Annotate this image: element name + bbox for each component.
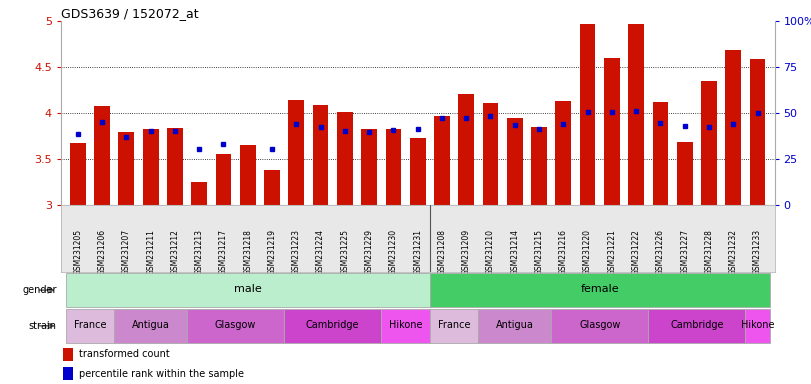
Text: Antigua: Antigua <box>496 320 534 330</box>
Bar <box>240 145 255 205</box>
Bar <box>114 309 187 343</box>
Bar <box>62 367 73 380</box>
Bar <box>385 129 401 205</box>
Bar <box>289 100 304 205</box>
Bar <box>725 50 741 205</box>
Bar <box>701 81 717 205</box>
Bar <box>458 94 474 205</box>
Text: GDS3639 / 152072_at: GDS3639 / 152072_at <box>61 7 199 20</box>
Text: percentile rank within the sample: percentile rank within the sample <box>79 369 244 379</box>
Bar <box>361 129 377 205</box>
Bar <box>556 101 571 205</box>
Text: Glasgow: Glasgow <box>215 320 256 330</box>
Bar <box>264 170 280 205</box>
Bar <box>648 309 745 343</box>
Bar <box>478 309 551 343</box>
Bar <box>483 103 499 205</box>
Bar <box>191 182 207 205</box>
Bar <box>434 116 450 205</box>
Bar <box>62 348 73 361</box>
Bar <box>187 309 284 343</box>
Bar <box>430 273 770 307</box>
Text: Cambridge: Cambridge <box>670 320 723 330</box>
Text: France: France <box>438 320 470 330</box>
Bar <box>410 138 426 205</box>
Bar <box>94 106 110 205</box>
Bar <box>313 104 328 205</box>
Bar <box>167 127 182 205</box>
Bar <box>629 23 644 205</box>
Bar <box>604 58 620 205</box>
Bar <box>507 118 522 205</box>
Bar <box>745 309 770 343</box>
Bar <box>677 142 693 205</box>
Text: female: female <box>581 285 619 295</box>
Bar <box>531 127 547 205</box>
Text: Glasgow: Glasgow <box>579 320 620 330</box>
Bar <box>381 309 430 343</box>
Text: France: France <box>74 320 106 330</box>
Bar <box>430 309 478 343</box>
Text: Cambridge: Cambridge <box>306 320 359 330</box>
Text: Antigua: Antigua <box>131 320 169 330</box>
Text: Hikone: Hikone <box>740 320 775 330</box>
Bar <box>143 129 158 205</box>
Bar <box>337 112 353 205</box>
Bar <box>551 309 648 343</box>
Text: gender: gender <box>22 285 57 295</box>
Text: male: male <box>234 285 262 295</box>
Text: transformed count: transformed count <box>79 349 169 359</box>
Text: Hikone: Hikone <box>388 320 423 330</box>
Bar <box>216 154 231 205</box>
Bar <box>66 273 430 307</box>
Bar <box>653 102 668 205</box>
Bar <box>118 132 135 205</box>
Bar <box>749 60 766 205</box>
Bar <box>580 23 595 205</box>
Text: strain: strain <box>28 321 57 331</box>
Bar <box>70 143 86 205</box>
Bar <box>284 309 381 343</box>
Bar <box>66 309 114 343</box>
